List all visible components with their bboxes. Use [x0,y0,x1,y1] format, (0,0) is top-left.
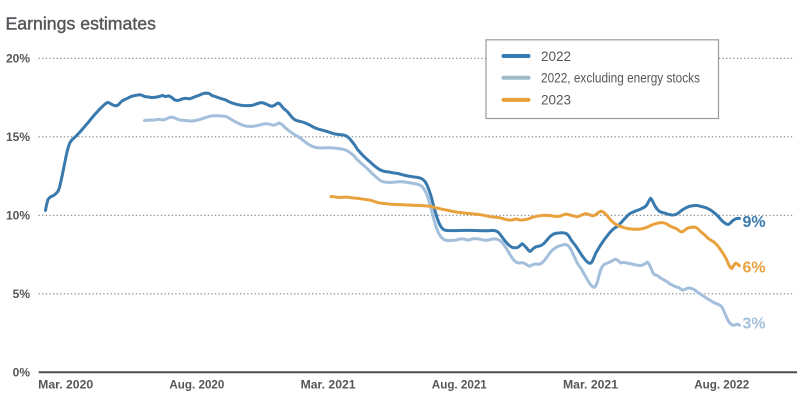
svg-text:2022, excluding energy stocks: 2022, excluding energy stocks [541,71,700,86]
svg-text:3%: 3% [743,316,766,333]
svg-text:Mar. 2021: Mar. 2021 [301,378,356,392]
svg-text:0%: 0% [13,366,31,380]
svg-text:5%: 5% [13,287,31,301]
svg-text:15%: 15% [6,130,30,144]
svg-text:2022: 2022 [541,49,571,64]
svg-text:6%: 6% [743,260,766,277]
svg-text:20%: 20% [6,52,30,66]
svg-text:10%: 10% [6,209,30,223]
svg-text:Mar. 2020: Mar. 2020 [38,378,93,392]
svg-text:2023: 2023 [541,93,571,108]
svg-text:Aug. 2020: Aug. 2020 [169,378,224,392]
svg-text:Mar. 2021: Mar. 2021 [563,378,618,392]
svg-text:Aug. 2022: Aug. 2022 [694,378,749,392]
svg-text:Aug. 2021: Aug. 2021 [432,378,487,392]
svg-text:Earnings estimates: Earnings estimates [6,14,157,34]
svg-text:9%: 9% [743,214,766,231]
